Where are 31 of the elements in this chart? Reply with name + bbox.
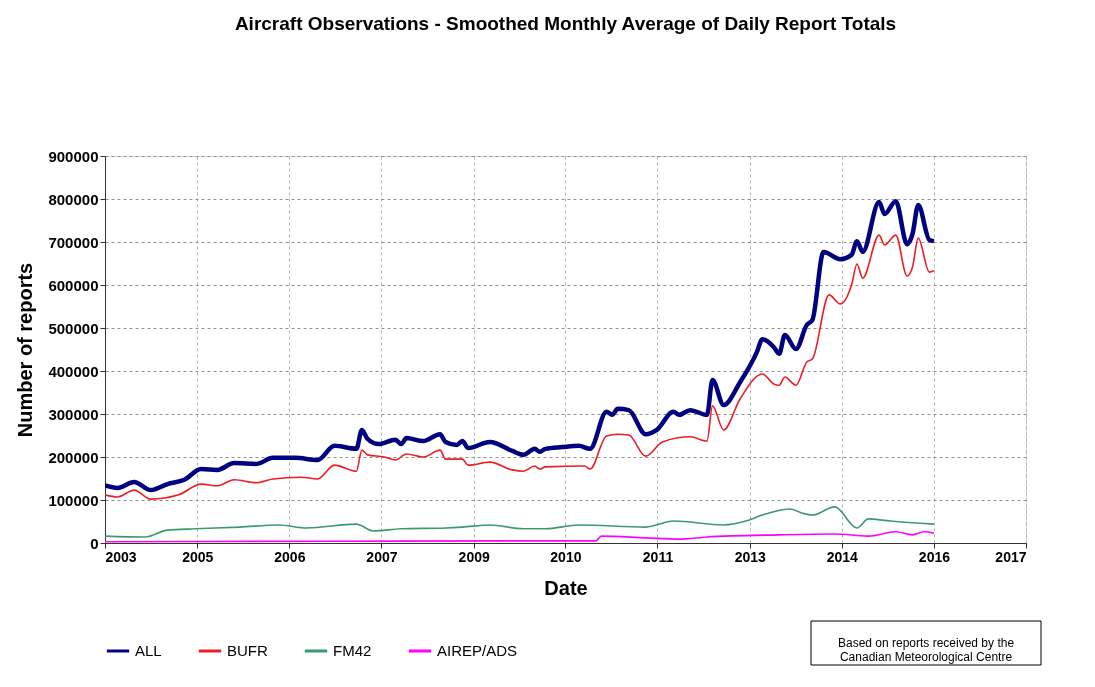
y-tick-label: 900000 [48, 147, 99, 165]
y-axis-title: Number of reports [14, 262, 37, 438]
x-axis-title: Date [544, 576, 588, 599]
y-tick-label: 300000 [48, 405, 99, 423]
y-tick-label: 400000 [48, 362, 99, 380]
y-tick-label: 0 [90, 534, 99, 552]
text: Based on reports received by the Canadian Meteorological Centre [837, 636, 1015, 664]
x-tick-label: 2003 [105, 548, 137, 565]
legend-label: BUFR [227, 642, 268, 659]
y-tick-label: 700000 [48, 233, 99, 251]
y-tick-label: 600000 [48, 276, 99, 294]
x-tick-label: 2016 [918, 548, 951, 565]
y-tick-label: 800000 [48, 190, 99, 208]
y-tick-label: 200000 [48, 448, 99, 466]
x-tick-label: 2014 [826, 548, 859, 565]
y-tick-label: 100000 [48, 491, 99, 509]
x-tick-label: 2010 [550, 548, 582, 565]
x-tick-label: 2011 [642, 548, 674, 565]
line-series [105, 531, 935, 543]
x-tick-label: 2006 [274, 548, 306, 565]
chart-title: Aircraft Observations - Smoothed Monthly Average of Daily Report Totals [234, 13, 897, 34]
legend-label: ALL [135, 642, 162, 659]
legend-label: FM42 [333, 642, 372, 659]
x-tick-label: 2009 [458, 548, 490, 565]
y-tick-label: 500000 [48, 319, 99, 337]
line-series [105, 506, 935, 538]
x-tick-label: 2017 [995, 548, 1027, 565]
x-tick-label: 2005 [182, 548, 214, 565]
x-tick-label: 2013 [734, 548, 767, 565]
legend-label: AIREP/ADS [437, 642, 518, 659]
x-tick-label: 2007 [366, 548, 398, 565]
